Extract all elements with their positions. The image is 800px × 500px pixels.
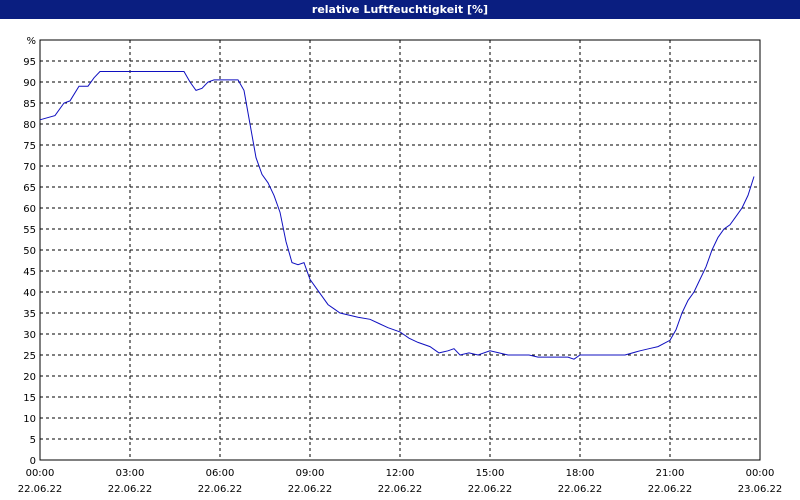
x-tick-time-label: 15:00 bbox=[476, 468, 505, 479]
x-tick-date-label: 22.06.22 bbox=[378, 484, 423, 495]
x-tick-date-label: 22.06.22 bbox=[198, 484, 243, 495]
x-tick-time-label: 00:00 bbox=[26, 468, 55, 479]
y-tick-label: 50 bbox=[23, 246, 36, 257]
humidity-series-line bbox=[39, 71, 755, 360]
y-tick-label: 55 bbox=[23, 225, 36, 236]
y-tick-label: 75 bbox=[23, 141, 36, 152]
y-tick-label: 35 bbox=[23, 309, 36, 320]
x-tick-time-label: 18:00 bbox=[566, 468, 595, 479]
chart-title: relative Luftfeuchtigkeit [%] bbox=[0, 0, 800, 19]
x-tick-date-label: 22.06.22 bbox=[18, 484, 63, 495]
x-tick-time-label: 00:00 bbox=[746, 468, 775, 479]
y-tick-label: 70 bbox=[23, 162, 36, 173]
x-tick-time-label: 09:00 bbox=[296, 468, 325, 479]
y-tick-label: 15 bbox=[23, 393, 36, 404]
y-tick-label: 30 bbox=[23, 330, 36, 341]
y-tick-label: 60 bbox=[23, 204, 36, 215]
x-tick-date-label: 22.06.22 bbox=[648, 484, 693, 495]
x-tick-time-label: 03:00 bbox=[116, 468, 145, 479]
y-tick-label: 85 bbox=[23, 99, 36, 110]
x-tick-time-label: 06:00 bbox=[206, 468, 235, 479]
x-tick-date-label: 22.06.22 bbox=[558, 484, 603, 495]
y-tick-label: 20 bbox=[23, 372, 36, 383]
x-tick-date-label: 22.06.22 bbox=[108, 484, 153, 495]
y-tick-label: 45 bbox=[23, 267, 36, 278]
y-tick-label: 80 bbox=[23, 120, 36, 131]
y-tick-label: 40 bbox=[23, 288, 36, 299]
y-tick-label: 0 bbox=[30, 456, 36, 467]
y-axis-label: % bbox=[26, 36, 36, 47]
y-tick-label: 5 bbox=[30, 435, 36, 446]
x-tick-date-label: 22.06.22 bbox=[468, 484, 513, 495]
x-tick-time-label: 21:00 bbox=[656, 468, 685, 479]
x-tick-time-label: 12:00 bbox=[386, 468, 415, 479]
y-tick-label: 10 bbox=[23, 414, 36, 425]
x-tick-date-label: 23.06.22 bbox=[738, 484, 783, 495]
humidity-line-chart: 0 5 10 15 20 25 30 35 40 45 50 55 60 65 70 75 80 85 90 95% 0… bbox=[18, 36, 783, 495]
y-tick-label: 25 bbox=[23, 351, 36, 362]
x-tick-date-label: 22.06.22 bbox=[288, 484, 333, 495]
y-tick-label: 90 bbox=[23, 78, 36, 89]
y-tick-label: 95 bbox=[23, 57, 36, 68]
y-tick-label: 65 bbox=[23, 183, 36, 194]
